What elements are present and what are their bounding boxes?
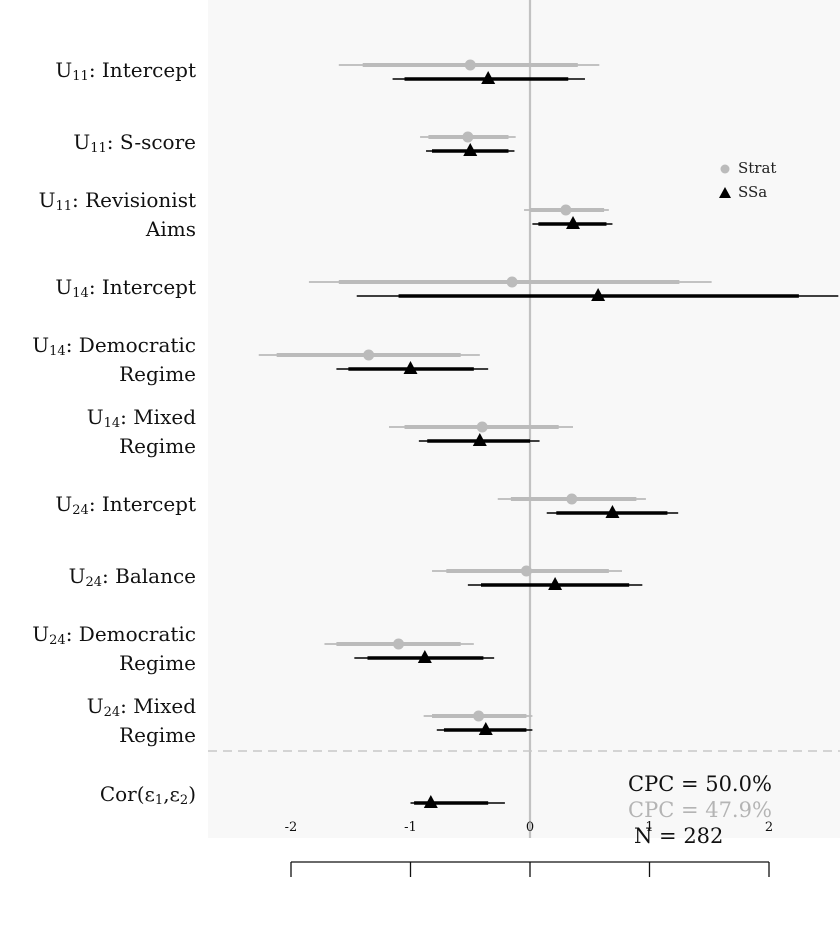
- x-tick-label: 0: [525, 820, 535, 835]
- row-label: U11: S-score: [73, 129, 196, 156]
- row-label: U24: Balance: [68, 563, 196, 590]
- plot-panel: [208, 0, 840, 838]
- ssa-point: [481, 71, 496, 84]
- strat-point: [393, 638, 405, 650]
- ssa-point: [566, 216, 581, 229]
- row-label: U24: Democratic Regime: [32, 622, 196, 675]
- legend-ssa-marker: [719, 187, 731, 198]
- legend-strat-marker: [720, 164, 730, 174]
- cpc-strat-annotation: CPC = 47.9%: [628, 798, 772, 822]
- strat-point: [476, 421, 488, 433]
- strat-point: [506, 276, 518, 288]
- ssa-point: [403, 361, 418, 374]
- ssa-point: [591, 288, 606, 301]
- legend-ssa-label: SSa: [738, 183, 768, 201]
- x-tick-label: -2: [284, 820, 298, 835]
- row-label: U24: Mixed Regime: [86, 694, 196, 747]
- strat-point: [560, 204, 572, 216]
- cpc-ssa-annotation: CPC = 50.0%: [628, 772, 772, 796]
- ssa-point: [548, 577, 563, 590]
- strat-point: [520, 565, 532, 577]
- x-tick-label: 1: [645, 820, 654, 835]
- strat-point: [566, 493, 578, 505]
- ssa-point: [417, 650, 432, 663]
- strat-point: [462, 131, 474, 143]
- ssa-point: [472, 433, 487, 446]
- row-label: U11: Intercept: [55, 57, 196, 84]
- row-label: U14: Mixed Regime: [86, 405, 196, 458]
- ssa-point: [605, 505, 620, 518]
- strat-point: [473, 710, 485, 722]
- ssa-point: [463, 143, 478, 156]
- row-label: Cor(ε1,ε2): [99, 781, 196, 808]
- strat-point: [464, 59, 476, 71]
- row-label: U14: Democratic Regime: [32, 333, 196, 386]
- x-tick-label: -1: [404, 820, 417, 835]
- legend-strat-label: Strat: [738, 159, 777, 177]
- row-label: U11: Revisionist Aims: [38, 188, 196, 241]
- ssa-point: [423, 795, 438, 808]
- n-annotation: N = 282: [634, 824, 724, 848]
- strat-point: [363, 349, 375, 361]
- row-label: U24: Intercept: [55, 491, 196, 518]
- x-tick-label: 2: [764, 820, 774, 835]
- ssa-point: [478, 722, 493, 735]
- row-label: U14: Intercept: [55, 274, 196, 301]
